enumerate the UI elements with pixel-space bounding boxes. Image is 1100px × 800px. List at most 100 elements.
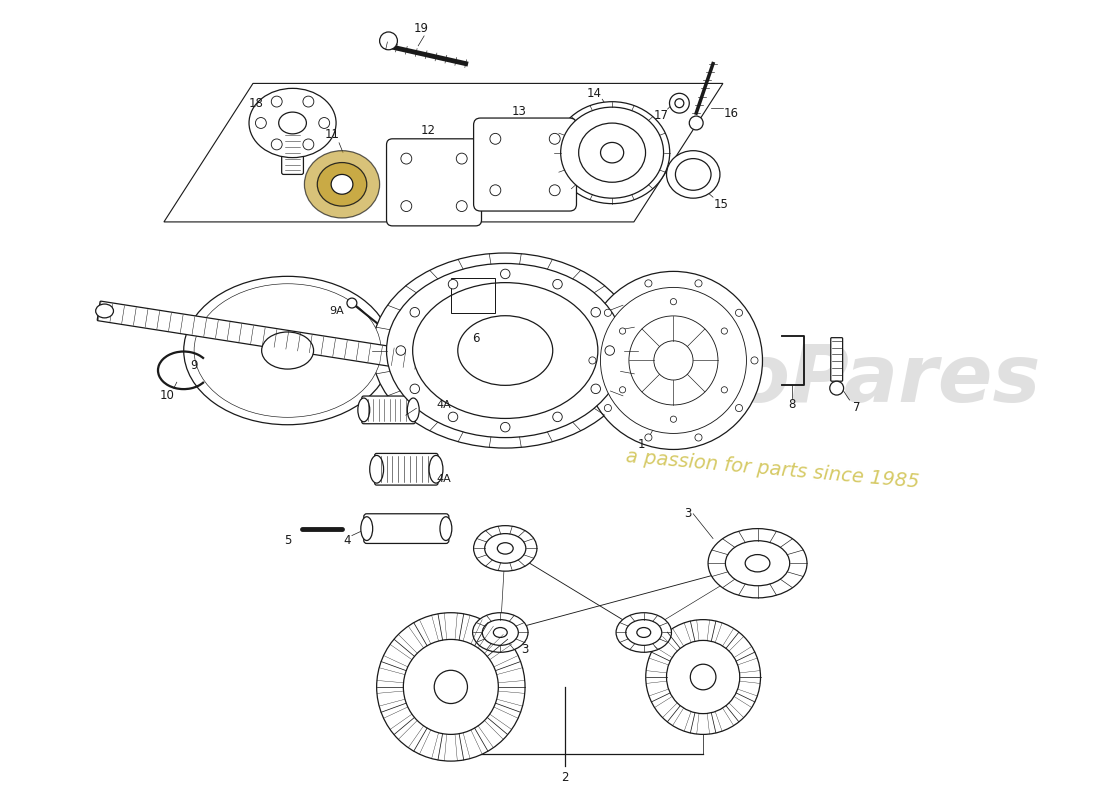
- Text: 18: 18: [249, 97, 263, 110]
- Ellipse shape: [370, 455, 384, 483]
- Text: 3: 3: [684, 507, 692, 520]
- Ellipse shape: [616, 613, 671, 652]
- FancyBboxPatch shape: [362, 396, 415, 424]
- Circle shape: [645, 434, 652, 441]
- Circle shape: [449, 279, 458, 289]
- Circle shape: [670, 416, 676, 422]
- Circle shape: [549, 185, 560, 196]
- Circle shape: [619, 328, 626, 334]
- Text: 4A: 4A: [436, 474, 451, 484]
- Text: 15: 15: [714, 198, 728, 210]
- Circle shape: [695, 280, 702, 287]
- Ellipse shape: [386, 263, 624, 438]
- Circle shape: [272, 139, 283, 150]
- Text: 16: 16: [724, 106, 738, 119]
- Circle shape: [653, 341, 693, 380]
- Circle shape: [584, 271, 762, 450]
- Circle shape: [751, 357, 758, 364]
- Ellipse shape: [637, 627, 651, 638]
- Circle shape: [670, 298, 676, 305]
- FancyBboxPatch shape: [830, 338, 843, 382]
- Text: 7: 7: [852, 402, 860, 414]
- Circle shape: [552, 279, 562, 289]
- Text: 5: 5: [284, 534, 292, 547]
- Ellipse shape: [675, 158, 711, 190]
- Ellipse shape: [494, 627, 507, 638]
- Text: 17: 17: [654, 109, 669, 122]
- Circle shape: [722, 386, 727, 393]
- Text: 3: 3: [521, 643, 529, 656]
- Circle shape: [645, 280, 652, 287]
- Circle shape: [490, 134, 500, 144]
- Text: 10: 10: [160, 389, 174, 402]
- Ellipse shape: [601, 142, 624, 163]
- Circle shape: [605, 346, 615, 355]
- Bar: [451, 278, 495, 313]
- Text: 13: 13: [512, 105, 527, 118]
- Circle shape: [667, 641, 739, 714]
- Ellipse shape: [412, 282, 598, 418]
- Circle shape: [591, 307, 601, 317]
- Ellipse shape: [667, 150, 719, 198]
- Circle shape: [736, 310, 743, 316]
- Ellipse shape: [96, 304, 113, 318]
- Text: 14: 14: [586, 87, 602, 100]
- Ellipse shape: [429, 455, 443, 483]
- FancyBboxPatch shape: [474, 118, 576, 211]
- Text: euroPares: euroPares: [583, 342, 1041, 419]
- Text: 4A: 4A: [436, 400, 451, 410]
- Ellipse shape: [473, 613, 528, 652]
- Circle shape: [619, 386, 626, 393]
- Ellipse shape: [497, 542, 514, 554]
- Circle shape: [691, 664, 716, 690]
- Ellipse shape: [372, 253, 638, 448]
- Text: 1: 1: [638, 438, 646, 451]
- Ellipse shape: [278, 112, 307, 134]
- Ellipse shape: [579, 123, 646, 182]
- Circle shape: [695, 434, 702, 441]
- Ellipse shape: [407, 398, 419, 422]
- Circle shape: [400, 153, 411, 164]
- Circle shape: [552, 412, 562, 422]
- Circle shape: [346, 298, 356, 308]
- Circle shape: [490, 185, 500, 196]
- Ellipse shape: [184, 276, 392, 425]
- Circle shape: [675, 98, 684, 108]
- Text: 2: 2: [561, 771, 569, 785]
- Ellipse shape: [249, 88, 337, 158]
- Circle shape: [434, 670, 468, 703]
- Circle shape: [690, 116, 703, 130]
- Ellipse shape: [474, 526, 537, 571]
- Ellipse shape: [305, 150, 380, 218]
- Circle shape: [604, 310, 612, 316]
- Ellipse shape: [482, 620, 518, 646]
- Ellipse shape: [626, 620, 662, 646]
- Circle shape: [255, 118, 266, 129]
- Circle shape: [456, 153, 468, 164]
- Ellipse shape: [458, 316, 552, 386]
- Ellipse shape: [358, 398, 370, 422]
- FancyBboxPatch shape: [364, 514, 449, 543]
- Text: 12: 12: [420, 124, 436, 138]
- Ellipse shape: [317, 162, 366, 206]
- Circle shape: [272, 96, 283, 107]
- Circle shape: [736, 405, 743, 412]
- Circle shape: [404, 639, 498, 734]
- Ellipse shape: [440, 517, 452, 541]
- Circle shape: [722, 328, 727, 334]
- Circle shape: [376, 613, 525, 761]
- Ellipse shape: [262, 332, 314, 369]
- Circle shape: [449, 412, 458, 422]
- Text: 9A: 9A: [330, 306, 344, 316]
- FancyBboxPatch shape: [375, 454, 438, 485]
- Text: 6: 6: [472, 332, 480, 345]
- Circle shape: [302, 96, 313, 107]
- Circle shape: [500, 269, 510, 278]
- FancyBboxPatch shape: [386, 139, 482, 226]
- Ellipse shape: [725, 541, 790, 586]
- Circle shape: [500, 422, 510, 432]
- Circle shape: [549, 134, 560, 144]
- Ellipse shape: [331, 174, 353, 194]
- Circle shape: [588, 357, 596, 364]
- Circle shape: [670, 94, 690, 113]
